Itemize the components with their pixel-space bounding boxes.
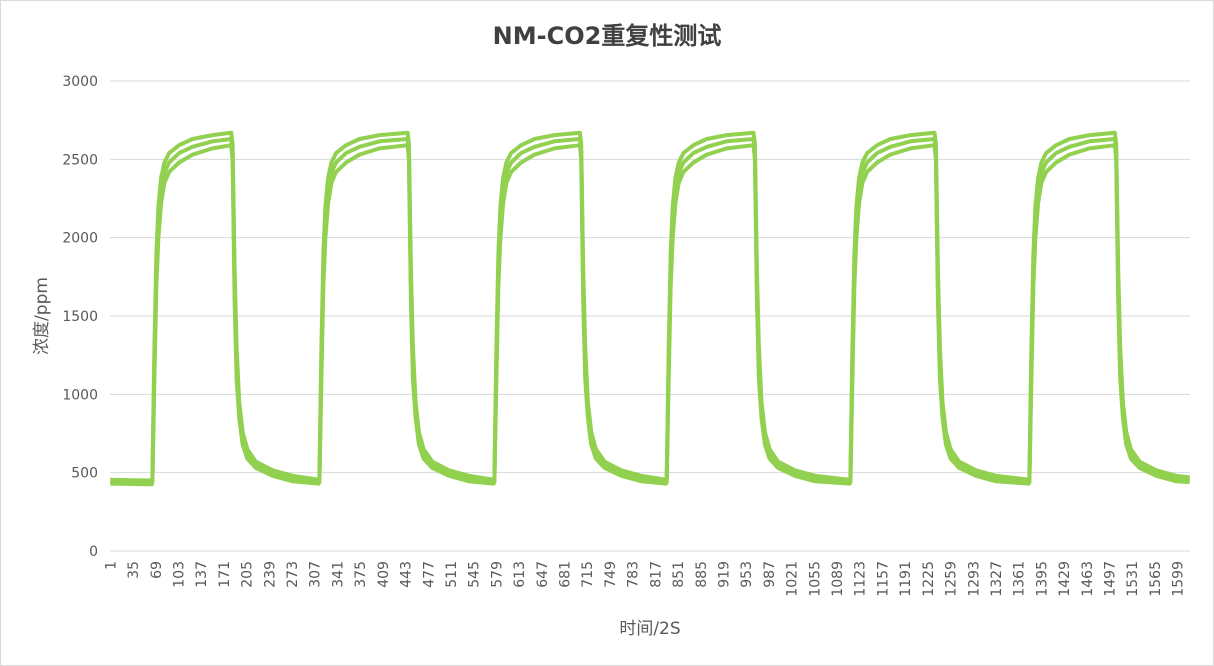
series-line-2 (110, 137, 1190, 485)
x-tick-label: 953 (739, 561, 755, 588)
x-tick-label: 1191 (898, 561, 914, 597)
x-tick-label: 477 (421, 561, 437, 588)
x-tick-label: 1327 (989, 561, 1005, 597)
x-tick-label: 205 (240, 561, 256, 588)
x-tick-label: 103 (171, 561, 187, 588)
x-tick-label: 613 (512, 561, 528, 588)
x-tick-label: 647 (535, 561, 551, 588)
chart-title: NM-CO2重复性测试 (493, 22, 722, 50)
x-tick-label: 1055 (807, 561, 823, 597)
x-tick-label: 511 (444, 561, 460, 588)
x-tick-label: 783 (626, 561, 642, 588)
x-tick-label: 1293 (966, 561, 982, 597)
x-tick-label: 545 (467, 561, 483, 588)
x-tick-label: 1 (103, 561, 119, 570)
y-tick-label: 500 (71, 466, 98, 482)
x-tick-label: 1259 (944, 561, 960, 597)
x-tick-label: 273 (285, 561, 301, 588)
y-tick-label: 3000 (62, 74, 98, 90)
x-tick-label: 1361 (1012, 561, 1028, 597)
x-tick-label: 579 (489, 561, 505, 588)
y-tick-label: 2000 (62, 231, 98, 247)
x-tick-label: 443 (399, 561, 415, 588)
x-tick-label: 1429 (1057, 561, 1073, 597)
x-tick-label: 919 (716, 561, 732, 588)
y-axis-label: 浓度/ppm (32, 277, 52, 355)
x-tick-label: 1599 (1171, 561, 1187, 597)
x-tick-label: 1157 (875, 561, 891, 597)
x-tick-label: 341 (330, 561, 346, 588)
x-axis-ticks: 1 35 69 103 137 171 205 239 273 307 341 375 409 443 47… (103, 561, 1186, 597)
y-tick-label: 1000 (62, 387, 98, 403)
gridlines (110, 80, 1190, 552)
x-tick-label: 307 (308, 561, 324, 588)
x-tick-label: 1123 (853, 561, 869, 597)
x-tick-label: 987 (762, 561, 778, 588)
x-axis-label: 时间/2S (619, 619, 680, 639)
y-tick-label: 0 (89, 544, 98, 560)
series-line-3 (110, 143, 1190, 487)
x-tick-label: 409 (376, 561, 392, 588)
x-tick-label: 851 (671, 561, 687, 588)
x-tick-label: 715 (580, 561, 596, 588)
x-tick-label: 681 (558, 561, 574, 588)
x-tick-label: 137 (194, 561, 210, 588)
x-tick-label: 35 (126, 561, 142, 579)
x-tick-label: 239 (262, 561, 278, 588)
x-tick-label: 1395 (1034, 561, 1050, 597)
x-tick-label: 1497 (1103, 561, 1119, 597)
x-tick-label: 885 (694, 561, 710, 588)
series-line-1 (110, 130, 1190, 483)
series-lines (110, 130, 1190, 487)
x-tick-label: 1463 (1080, 561, 1096, 597)
x-tick-label: 171 (217, 561, 233, 588)
x-tick-label: 1531 (1125, 561, 1141, 597)
y-axis-ticks: 0 500 1000 1500 2000 2500 3000 (62, 74, 98, 560)
y-tick-label: 1500 (62, 309, 98, 325)
x-tick-label: 749 (603, 561, 619, 588)
x-tick-label: 1089 (830, 561, 846, 597)
x-tick-label: 1225 (921, 561, 937, 597)
x-tick-label: 69 (149, 561, 165, 579)
y-tick-label: 2500 (62, 152, 98, 168)
x-tick-label: 1565 (1148, 561, 1164, 597)
x-tick-label: 1021 (785, 561, 801, 597)
x-tick-label: 817 (648, 561, 664, 588)
x-tick-label: 375 (353, 561, 369, 588)
